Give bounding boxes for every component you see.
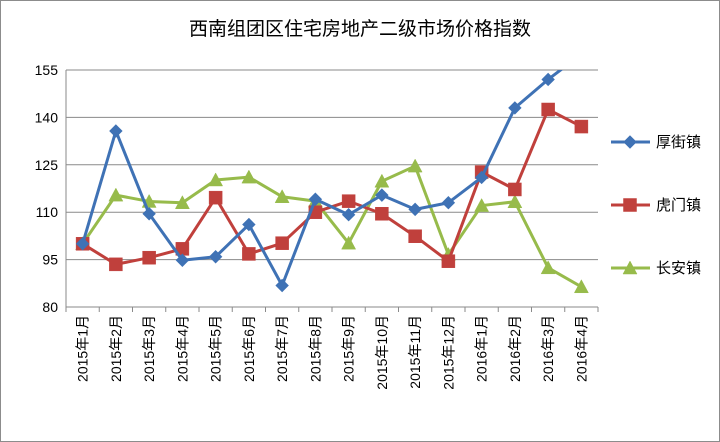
x-tick-label: 2016年4月 bbox=[573, 315, 589, 382]
grid-layer bbox=[66, 69, 598, 261]
data-point-长安镇 bbox=[474, 198, 490, 212]
data-point-长安镇 bbox=[241, 169, 257, 184]
y-tick-label: 95 bbox=[42, 252, 58, 268]
data-point-厚街镇 bbox=[441, 196, 456, 210]
data-point-厚街镇 bbox=[474, 170, 489, 185]
legend-marker bbox=[622, 260, 638, 275]
data-point-厚街镇 bbox=[541, 72, 555, 87]
x-tick-label: 2016年3月 bbox=[540, 315, 556, 382]
data-point-厚街镇 bbox=[341, 208, 356, 222]
data-point-厚街镇 bbox=[75, 237, 90, 251]
data-point-虎门镇 bbox=[242, 247, 256, 261]
x-tick-label: 2015年12月 bbox=[440, 315, 456, 390]
legend-label: 虎门镇 bbox=[656, 196, 701, 214]
data-point-长安镇 bbox=[507, 194, 523, 209]
legend-item-长安镇: 长安镇 bbox=[611, 259, 701, 277]
data-point-长安镇 bbox=[108, 187, 124, 202]
y-tick-label: 80 bbox=[42, 299, 58, 315]
x-tick-label: 2015年9月 bbox=[341, 315, 357, 382]
data-point-虎门镇 bbox=[109, 257, 123, 272]
axes-layer: 80 95 110 125 140 155 2015年1月 2015年2月 2015年3月 201… bbox=[35, 62, 599, 390]
x-tick-label: 2015年2月 bbox=[108, 315, 124, 382]
data-point-长安镇 bbox=[174, 195, 190, 209]
series-line-虎门镇 bbox=[81, 108, 583, 266]
series-layer bbox=[75, 48, 589, 294]
series-line-厚街镇 bbox=[81, 70, 564, 288]
data-point-厚街镇 bbox=[208, 250, 223, 264]
legend-item-虎门镇: 虎门镇 bbox=[611, 196, 701, 214]
data-point-厚街镇 bbox=[308, 192, 323, 206]
x-tick-label: 2015年5月 bbox=[208, 315, 224, 382]
data-point-长安镇 bbox=[573, 279, 589, 294]
data-point-厚街镇 bbox=[142, 207, 156, 221]
legend-label: 长安镇 bbox=[656, 259, 701, 277]
data-point-虎门镇 bbox=[541, 102, 555, 117]
data-point-厚街镇 bbox=[275, 278, 289, 293]
x-tick-label: 2015年7月 bbox=[274, 315, 290, 382]
data-point-厚街镇 bbox=[109, 124, 123, 138]
y-tick-label: 110 bbox=[36, 204, 59, 220]
x-tick-label: 2015年1月 bbox=[75, 315, 91, 382]
data-point-长安镇 bbox=[341, 235, 357, 250]
data-point-厚街镇 bbox=[408, 202, 422, 217]
x-tick-label: 2015年10月 bbox=[374, 315, 390, 390]
y-tick-label: 140 bbox=[35, 109, 59, 125]
data-point-虎门镇 bbox=[574, 119, 589, 134]
data-point-厚街镇 bbox=[375, 188, 389, 202]
data-point-虎门镇 bbox=[508, 182, 522, 197]
data-point-厚街镇 bbox=[508, 101, 522, 115]
data-point-虎门镇 bbox=[441, 254, 456, 268]
y-tick-label: 155 bbox=[35, 62, 59, 78]
y-tick-label: 125 bbox=[35, 157, 59, 173]
data-point-长安镇 bbox=[208, 172, 224, 187]
data-point-长安镇 bbox=[407, 158, 423, 173]
data-point-长安镇 bbox=[374, 173, 390, 188]
data-point-虎门镇 bbox=[408, 229, 422, 243]
legend-label: 厚街镇 bbox=[656, 133, 701, 151]
x-tick-label: 2015年6月 bbox=[241, 315, 257, 382]
x-tick-label: 2015年4月 bbox=[174, 315, 190, 382]
data-point-虎门镇 bbox=[208, 190, 223, 205]
x-tick-label: 2015年11月 bbox=[407, 315, 423, 389]
legend-marker bbox=[623, 198, 637, 212]
data-point-厚街镇 bbox=[575, 48, 587, 60]
x-tick-label: 2016年1月 bbox=[474, 315, 490, 382]
series-line-长安镇 bbox=[81, 164, 583, 289]
data-point-厚街镇 bbox=[242, 217, 256, 232]
data-point-虎门镇 bbox=[341, 194, 356, 208]
data-point-虎门镇 bbox=[375, 207, 389, 221]
data-point-长安镇 bbox=[274, 189, 290, 203]
x-tick-label: 2015年8月 bbox=[307, 315, 323, 382]
data-point-虎门镇 bbox=[142, 250, 156, 265]
data-point-虎门镇 bbox=[275, 236, 289, 250]
chart-title: 西南组团区住宅房地产二级市场价格指数 bbox=[188, 18, 531, 40]
legend-marker bbox=[623, 135, 637, 149]
x-tick-label: 2015年3月 bbox=[141, 315, 157, 382]
legend-item-厚街镇: 厚街镇 bbox=[611, 133, 701, 151]
data-point-长安镇 bbox=[540, 260, 556, 275]
data-point-厚街镇 bbox=[175, 253, 190, 267]
x-tick-label: 2016年2月 bbox=[507, 315, 523, 382]
